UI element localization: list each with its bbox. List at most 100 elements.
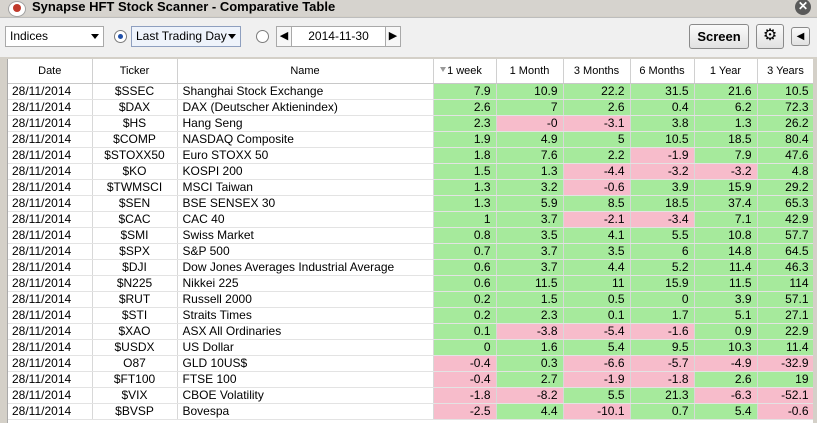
cell-date: 28/11/2014 [8, 83, 93, 100]
table-row[interactable]: 28/11/2014 $STI Straits Times 0.2 2.3 0.1 1.7 5… [8, 307, 813, 324]
cell-name: ASX All Ordinaries [177, 323, 434, 340]
cell-change: 1.8 [433, 147, 497, 164]
cell-change: -2.1 [563, 211, 631, 228]
cell-change: 21.3 [630, 387, 695, 404]
col-header-1-week-label: 1 week [447, 64, 482, 77]
table-row[interactable]: 28/11/2014 $FT100 FTSE 100 -0.4 2.7 -1.9 -1.8 2… [8, 371, 813, 388]
cell-change: 7.9 [433, 83, 497, 100]
cell-change: -0.4 [433, 355, 497, 372]
col-header-1-month[interactable]: 1 Month [496, 59, 564, 84]
cell-change: 3.7 [496, 211, 564, 228]
cell-name: BSE SENSEX 30 [177, 195, 434, 212]
cell-change: 64.5 [757, 243, 813, 260]
cell-change: 8.5 [563, 195, 631, 212]
cell-change: 0.6 [433, 275, 497, 292]
table-row[interactable]: 28/11/2014 $BVSP Bovespa -2.5 4.4 -10.1 0.7 5.4… [8, 403, 813, 420]
table-row[interactable]: 28/11/2014 $SPX S&P 500 0.7 3.7 3.5 6 14.8 64.5 [8, 243, 813, 260]
category-select[interactable]: Indices [5, 26, 104, 47]
table-row[interactable]: 28/11/2014 $RUT Russell 2000 0.2 1.5 0.5 0 3.9 5… [8, 291, 813, 308]
table-row[interactable]: 28/11/2014 $DJI Dow Jones Averages Industr… [8, 259, 813, 276]
cell-change: -3.4 [630, 211, 695, 228]
cell-date: 28/11/2014 [8, 403, 93, 420]
col-header-date[interactable]: Date [8, 59, 93, 84]
gear-icon[interactable]: ⚙ [756, 24, 784, 49]
date-radio[interactable] [256, 30, 269, 43]
close-icon[interactable]: ✕ [795, 0, 811, 15]
cell-change: 19 [757, 371, 813, 388]
chevron-down-icon [91, 34, 99, 39]
cell-name: Straits Times [177, 307, 434, 324]
cell-change: 15.9 [694, 179, 758, 196]
cell-change: 4.9 [496, 131, 564, 148]
table-row[interactable]: 28/11/2014 $XAO ASX All Ordinaries 0.1 -3.8-… [8, 323, 813, 340]
table-row[interactable]: 28/11/2014 $SEN BSE SENSEX 30 1.3 5.9 8.5 18.5… [8, 195, 813, 212]
date-next-button[interactable]: ▶ [385, 26, 401, 47]
table-row[interactable]: 28/11/2014 $VIX CBOE Volatility -1.8 -8.2 5.5… [8, 387, 813, 404]
cell-change: -6.6 [563, 355, 631, 372]
cell-date: 28/11/2014 [8, 147, 93, 164]
cell-ticker: $BVSP [92, 403, 178, 420]
cell-change: -52.1 [757, 387, 813, 404]
cell-change: 2.7 [496, 371, 564, 388]
cell-ticker: $CAC [92, 211, 178, 228]
cell-ticker: $TWMSCI [92, 179, 178, 196]
table-row[interactable]: 28/11/2014 $CAC CAC 40 1 3.7 -2.1 -3.4 7.1 42.9 [8, 211, 813, 228]
table-row[interactable]: 28/11/2014 $N225 Nikkei 225 0.6 11.5 11 15.9 11… [8, 275, 813, 292]
date-field[interactable]: 2014-11-30 [292, 26, 385, 47]
table-row[interactable]: 28/11/2014 $SMI Swiss Market 0.8 3.5 4.1 5.5 10… [8, 227, 813, 244]
cell-change: -6.3 [694, 387, 758, 404]
cell-change: 0.5 [563, 291, 631, 308]
table-row[interactable]: 28/11/2014 $TWMSCI MSCI Taiwan 1.3 3.2 -0.6 3.… [8, 179, 813, 196]
col-header-3-months[interactable]: 3 Months [563, 59, 631, 84]
cell-ticker: O87 [92, 355, 178, 372]
table-row[interactable]: 28/11/2014 O87 GLD 10US$ -0.4 0.3 -6.6 -5.7 -4.… [8, 355, 813, 372]
table-row[interactable]: 28/11/2014 $SSEC Shanghai Stock Exchange 7.… [8, 83, 813, 100]
app-logo-icon [8, 1, 26, 17]
cell-change: -5.7 [630, 355, 695, 372]
cell-name: CAC 40 [177, 211, 434, 228]
screen-button[interactable]: Screen [689, 24, 749, 49]
table-row[interactable]: 28/11/2014 $HS Hang Seng 2.3 -0 -3.1 3.8 1.3 26.… [8, 115, 813, 132]
cell-change: 7.1 [694, 211, 758, 228]
cell-ticker: $VIX [92, 387, 178, 404]
col-header-6-months[interactable]: 6 Months [630, 59, 695, 84]
table-row[interactable]: 28/11/2014 $STOXX50 Euro STOXX 50 1.8 7.6 2.2… [8, 147, 813, 164]
cell-change: 65.3 [757, 195, 813, 212]
cell-change: 0.6 [433, 259, 497, 276]
cell-change: 27.1 [757, 307, 813, 324]
comparative-table: Date Ticker Name 1 week 1 Month 3 Months… [7, 59, 813, 423]
cell-change: 57.7 [757, 227, 813, 244]
cell-change: 3.9 [694, 291, 758, 308]
cell-change: 2.6 [694, 371, 758, 388]
cell-date: 28/11/2014 [8, 99, 93, 116]
cell-ticker: $DAX [92, 99, 178, 116]
col-header-ticker[interactable]: Ticker [92, 59, 178, 84]
cell-date: 28/11/2014 [8, 387, 93, 404]
cell-name: Hang Seng [177, 115, 434, 132]
col-header-3-years[interactable]: 3 Years [757, 59, 813, 84]
col-header-1-year[interactable]: 1 Year [694, 59, 758, 84]
cell-date: 28/11/2014 [8, 195, 93, 212]
col-header-name[interactable]: Name [177, 59, 434, 84]
cell-change: 2.6 [563, 99, 631, 116]
table-row[interactable]: 28/11/2014 $KO KOSPI 200 1.5 1.3 -4.4 -3.2 -3.2… [8, 163, 813, 180]
mode-select[interactable]: Last Trading Day [131, 26, 241, 47]
cell-change: -1.9 [630, 147, 695, 164]
cell-ticker: $RUT [92, 291, 178, 308]
cell-name: Euro STOXX 50 [177, 147, 434, 164]
cell-change: 15.9 [630, 275, 695, 292]
cell-change: 4.8 [757, 163, 813, 180]
cell-change: 22.9 [757, 323, 813, 340]
cell-change: 11.4 [757, 339, 813, 356]
cell-ticker: $SEN [92, 195, 178, 212]
category-select-value: Indices [10, 29, 49, 43]
collapse-panel-button[interactable]: ◀ [791, 27, 810, 46]
table-row[interactable]: 28/11/2014 $COMP NASDAQ Composite 1.9 4.9 5 10… [8, 131, 813, 148]
cell-change: 3.9 [630, 179, 695, 196]
mode-radio[interactable] [114, 30, 127, 43]
date-prev-button[interactable]: ◀ [276, 26, 292, 47]
cell-name: Bovespa [177, 403, 434, 420]
table-row[interactable]: 28/11/2014 $USDX US Dollar 0 1.6 5.4 9.5 10.3 11… [8, 339, 813, 356]
col-header-1-week[interactable]: 1 week [433, 59, 497, 84]
table-row[interactable]: 28/11/2014 $DAX DAX (Deutscher Aktienindex… [8, 99, 813, 116]
